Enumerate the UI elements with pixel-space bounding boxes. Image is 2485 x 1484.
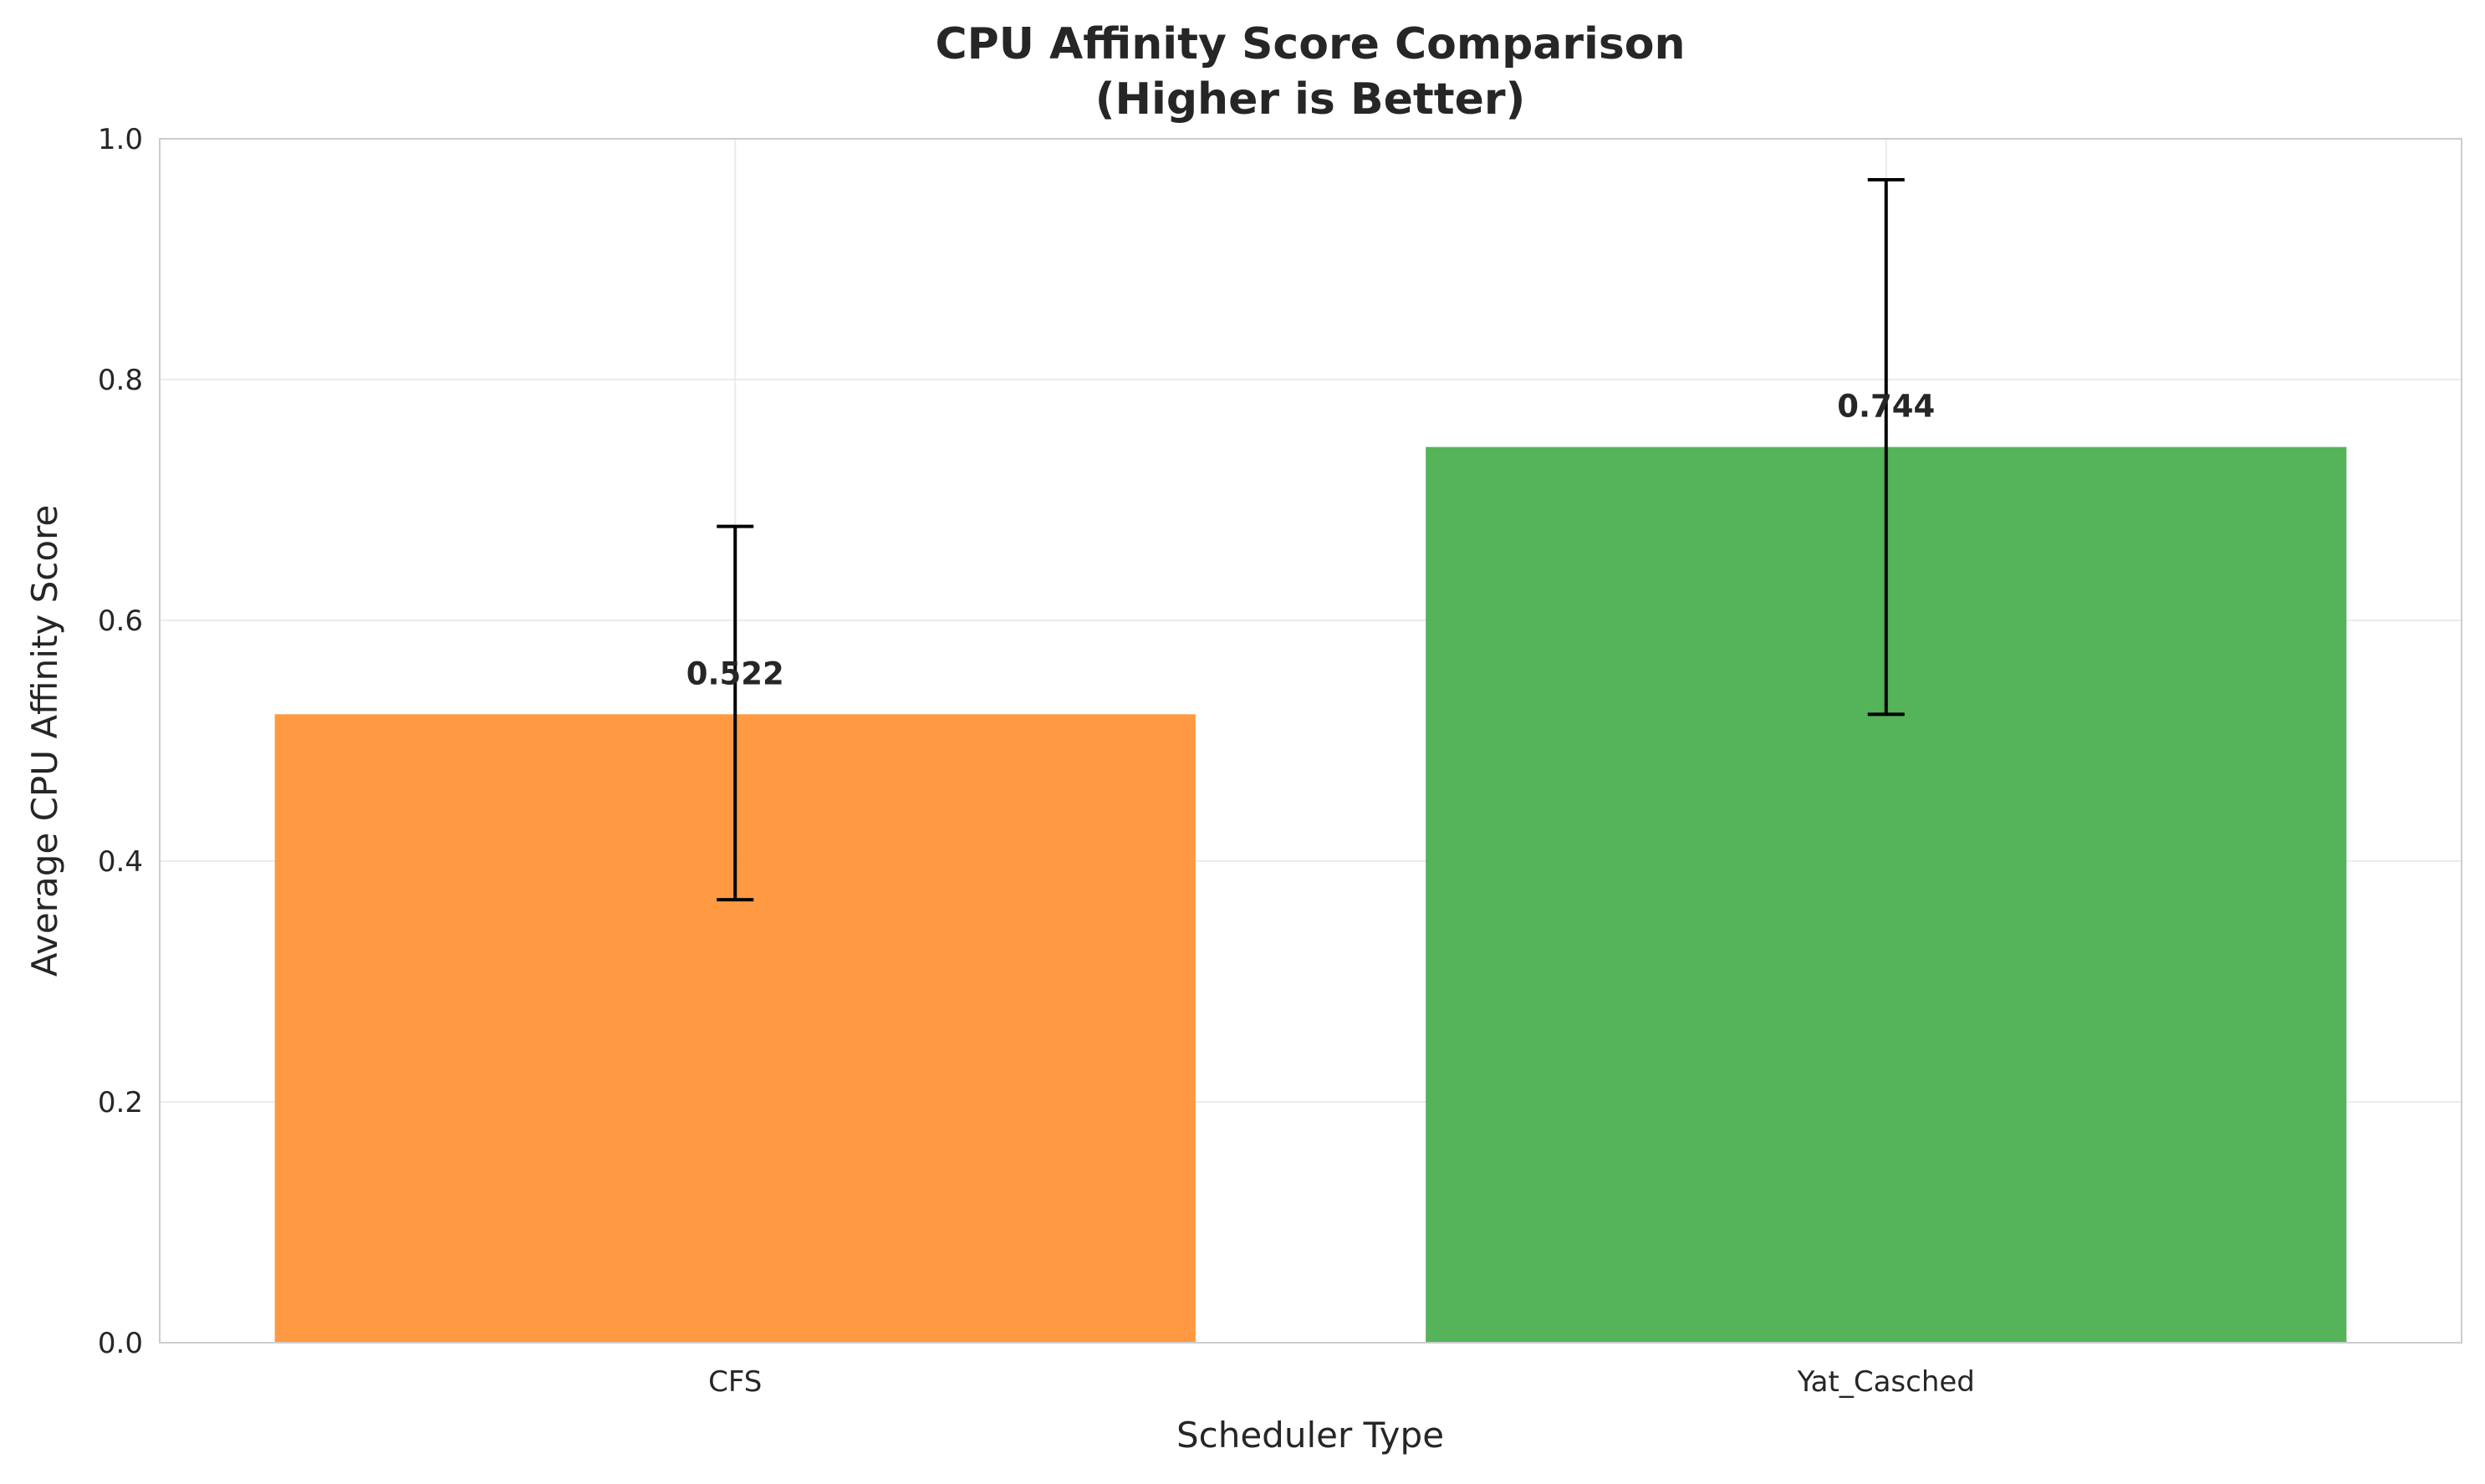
x-axis-ticks: CFS Yat_Casched [708, 1365, 1975, 1399]
error-bar [717, 524, 754, 902]
y-axis-label: Average CPU Affinity Score [24, 505, 65, 977]
y-tick-label: 0.6 [98, 604, 143, 638]
error-bar [1867, 177, 1905, 717]
value-label: 0.744 [1837, 389, 1935, 425]
x-tick-label: Yat_Casched [1797, 1365, 1975, 1399]
y-tick-label: 0.2 [98, 1086, 143, 1119]
x-tick-label: CFS [708, 1365, 762, 1399]
x-axis-label: Scheduler Type [1176, 1415, 1444, 1456]
chart-title-line2: (Higher is Better) [1095, 74, 1526, 125]
plot-frame [159, 138, 2462, 1344]
value-labels: 0.522 0.744 [686, 389, 1936, 692]
value-label: 0.522 [686, 655, 784, 691]
y-axis-ticks: 0.0 0.2 0.4 0.6 0.8 1.0 [98, 123, 143, 1360]
bars [274, 446, 2347, 1343]
chart-title-line1: CPU Affinity Score Comparison [935, 19, 1685, 69]
y-tick-label: 0.4 [98, 845, 143, 879]
error-bars [717, 177, 1905, 902]
y-tick-label: 0.8 [98, 364, 143, 397]
y-tick-label: 0.0 [98, 1327, 143, 1360]
y-tick-label: 1.0 [98, 123, 143, 156]
